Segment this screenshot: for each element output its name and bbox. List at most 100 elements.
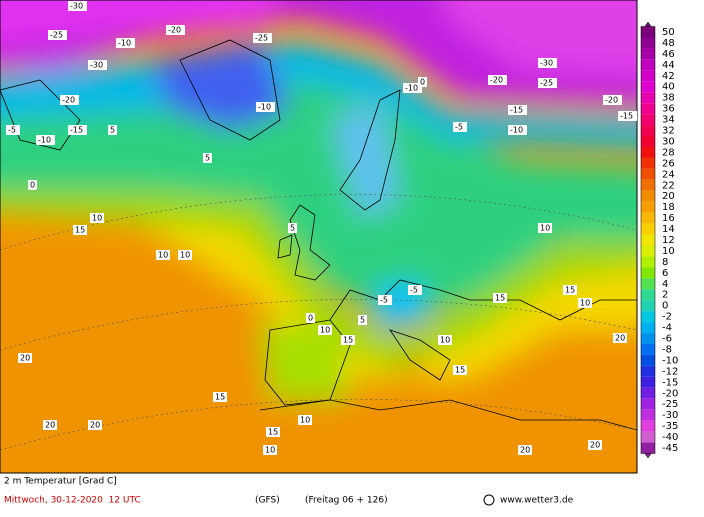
temperature-label: -15	[508, 105, 527, 115]
legend-label: 26	[662, 158, 675, 169]
legend-swatch	[641, 333, 655, 344]
label-text: 15	[455, 366, 465, 375]
temperature-label: 10	[178, 250, 192, 260]
label-text: -15	[620, 112, 633, 121]
label-text: 0	[308, 314, 313, 323]
label-box	[358, 315, 367, 325]
label-box	[298, 415, 312, 425]
legend-swatch	[641, 278, 655, 290]
label-box	[88, 420, 102, 430]
legend-swatch	[641, 300, 655, 312]
legend-swatch	[641, 344, 655, 355]
legend-label: -30	[662, 410, 678, 421]
label-box	[538, 78, 557, 88]
legend-label: -8	[662, 344, 672, 355]
temperature-label: 15	[493, 293, 507, 303]
label-box	[578, 298, 592, 308]
legend-label: 48	[662, 38, 675, 49]
label-box	[90, 213, 104, 223]
legend-label: 4	[662, 279, 668, 290]
label-text: -5	[455, 123, 463, 132]
label-box	[108, 125, 117, 135]
legend-swatch	[641, 59, 655, 71]
map-title: 2 m Temperatur [Grad C]	[4, 477, 117, 487]
temperature-label: 10	[578, 298, 592, 308]
forecast-run: (Freitag 06 + 126)	[305, 496, 388, 506]
temperature-label: -20	[60, 95, 79, 105]
label-box	[88, 60, 107, 70]
temperature-label: 20	[588, 440, 602, 450]
legend-label: 22	[662, 180, 675, 191]
legend-label: 32	[662, 126, 675, 137]
legend-swatch	[641, 125, 655, 136]
legend-swatch	[641, 136, 655, 147]
label-box	[178, 250, 192, 260]
label-text: 0	[30, 181, 35, 190]
legend-label: -6	[662, 334, 672, 345]
label-box	[453, 365, 467, 375]
legend-label: 40	[662, 82, 675, 93]
temperature-label: 0	[28, 180, 37, 190]
label-box	[36, 135, 55, 145]
label-box	[166, 25, 185, 35]
legend-label: 18	[662, 202, 675, 213]
legend-label: -20	[662, 388, 678, 399]
legend-swatch	[641, 179, 655, 191]
label-text: 20	[20, 354, 30, 363]
label-text: -25	[255, 34, 268, 43]
temperature-label: 5	[203, 153, 212, 163]
label-text: -5	[380, 296, 388, 305]
temperature-label: 10	[438, 335, 452, 345]
label-text: 20	[590, 441, 600, 450]
label-text: 5	[205, 154, 210, 163]
legend-swatch	[641, 201, 655, 213]
label-text: -20	[62, 96, 75, 105]
label-text: 20	[615, 334, 625, 343]
label-box	[43, 420, 57, 430]
legend-swatch	[641, 398, 655, 410]
temperature-label: -30	[68, 1, 87, 11]
legend-swatch	[641, 420, 655, 432]
label-text: -10	[118, 39, 131, 48]
label-box	[6, 125, 20, 135]
legend-label: 46	[662, 49, 675, 60]
label-text: -10	[405, 84, 418, 93]
temperature-label: 15	[73, 225, 87, 235]
legend-swatch	[641, 245, 655, 257]
temperature-label: -15	[68, 125, 87, 135]
legend-swatch	[641, 157, 655, 169]
label-text: 15	[268, 428, 278, 437]
legend-label: 14	[662, 224, 675, 235]
legend-label: 20	[662, 191, 675, 202]
temperature-label: -5	[408, 285, 422, 295]
legend-label: -10	[662, 355, 678, 366]
label-text: -15	[510, 106, 523, 115]
legend-swatch	[641, 146, 655, 158]
label-box	[403, 83, 422, 93]
temperature-label: 20	[613, 333, 627, 343]
temperature-label: 20	[18, 353, 32, 363]
label-text: -30	[540, 59, 553, 68]
label-box	[588, 440, 602, 450]
temperature-label: 5	[108, 125, 117, 135]
label-box	[508, 105, 527, 115]
legend-label: 10	[662, 246, 675, 257]
label-box	[68, 125, 87, 135]
label-text: -30	[90, 61, 103, 70]
legend-frame	[640, 26, 656, 454]
legend-label: -15	[662, 377, 678, 388]
legend-label: 50	[662, 27, 675, 38]
label-text: -20	[605, 96, 618, 105]
coastlines	[0, 39, 637, 431]
temperature-label: -20	[166, 25, 185, 35]
temperature-label: 20	[88, 420, 102, 430]
temperature-label: 15	[453, 365, 467, 375]
legend-label: -25	[662, 399, 678, 410]
label-text: -20	[490, 76, 503, 85]
legend-swatch	[641, 81, 655, 93]
label-box	[453, 122, 467, 132]
label-text: -30	[70, 2, 83, 11]
temperature-label: 5	[288, 223, 297, 233]
label-text: 10	[540, 224, 550, 233]
label-box	[618, 111, 637, 121]
